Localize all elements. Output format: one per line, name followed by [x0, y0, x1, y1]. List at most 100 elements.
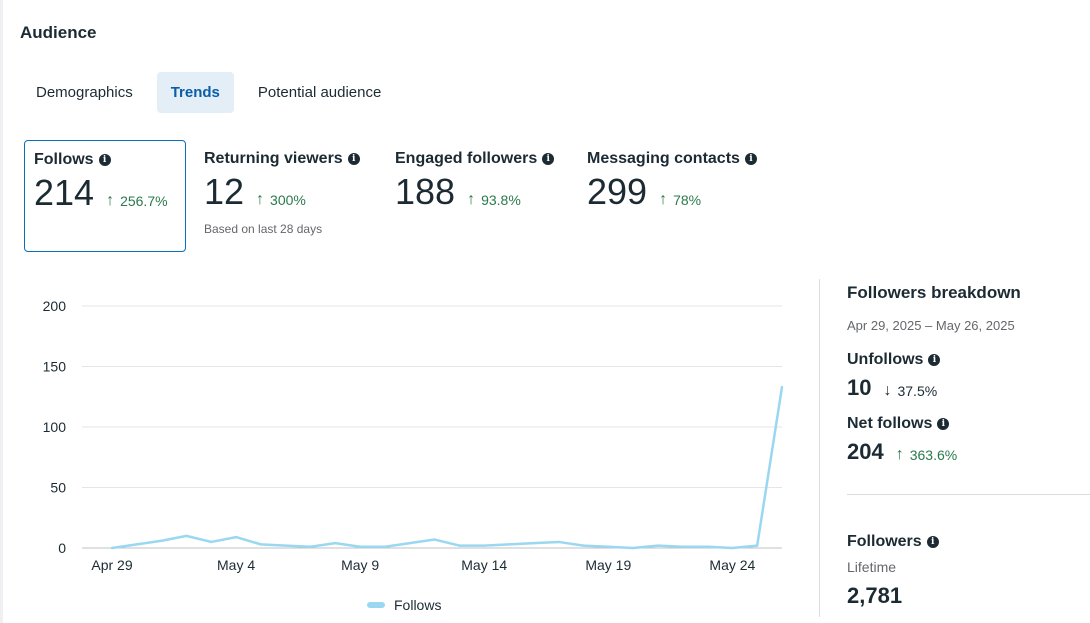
y-tick-label: 150: [43, 359, 67, 375]
data-point: [408, 541, 411, 545]
metric-card-follows[interactable]: Follows i 214 ↑ 256.7%: [24, 140, 186, 252]
arrow-up-icon: ↑: [895, 446, 904, 463]
data-point: [681, 545, 684, 548]
metric-cards: Follows i 214 ↑ 256.7% Returning viewers…: [24, 140, 757, 252]
metric-card-messaging-contacts[interactable]: Messaging contacts i 299 ↑ 78%: [587, 150, 757, 262]
x-tick-label: May 24: [709, 557, 755, 573]
metric-value: 299: [587, 171, 648, 212]
unfollows-label: Unfollows: [847, 351, 924, 368]
data-point: [433, 538, 436, 541]
metric-title: Follows: [34, 151, 94, 168]
breakdown-date-range: Apr 29, 2025 – May 26, 2025: [847, 318, 1015, 333]
metric-card-engaged-followers[interactable]: Engaged followers i 188 ↑ 93.8%: [395, 150, 555, 262]
metric-title: Messaging contacts: [587, 150, 740, 167]
data-point: [234, 535, 238, 539]
net-follows-block: Net follows i 204 ↑ 363.6%: [847, 415, 1090, 465]
info-icon[interactable]: i: [937, 418, 950, 430]
followers-block: Followers i Lifetime 2,781: [847, 533, 939, 609]
followers-label: Followers: [847, 533, 922, 550]
data-point: [631, 546, 635, 550]
breakdown-title: Followers breakdown: [847, 283, 1021, 302]
y-tick-label: 0: [58, 540, 66, 556]
legend-label: Follows: [394, 597, 441, 613]
info-icon[interactable]: i: [744, 153, 757, 165]
metric-change: ↑ 256.7%: [106, 192, 167, 210]
data-point: [358, 545, 362, 548]
unfollows-block: Unfollows i 10 ↓ 37.5%: [847, 351, 1090, 401]
data-point: [334, 541, 337, 545]
data-point: [607, 545, 610, 548]
data-point: [210, 540, 213, 544]
follows-chart-svg: 0 50 100 150 200 Apr 29 May 4 May 9 May 14 May 19…: [43, 298, 784, 613]
metric-change-text: 78%: [673, 192, 702, 208]
data-point: [780, 385, 784, 389]
followers-breakdown-panel: Followers breakdown Apr 29, 2025 – May 2…: [847, 283, 1090, 608]
data-point: [532, 541, 536, 545]
arrow-up-icon: ↑: [467, 191, 476, 208]
net-follows-value: 204: [847, 439, 884, 464]
data-point: [731, 546, 734, 550]
data-point: [185, 534, 188, 538]
metric-value: 12: [204, 171, 245, 212]
info-icon[interactable]: i: [98, 154, 111, 166]
tab-demographics[interactable]: Demographics: [36, 84, 133, 101]
data-point: [458, 544, 461, 547]
x-tick-label: May 14: [461, 557, 507, 573]
info-icon[interactable]: i: [347, 153, 360, 165]
unfollows-value: 10: [847, 375, 872, 400]
legend-swatch: [367, 602, 385, 608]
info-icon[interactable]: i: [928, 354, 941, 366]
data-point: [160, 539, 163, 542]
followers-value: 2,781: [847, 583, 903, 608]
metric-change: ↑ 78%: [659, 191, 701, 209]
tab-bar: Demographics Trends Potential audience: [22, 72, 405, 113]
series-line-follows: [111, 386, 784, 550]
data-point: [309, 545, 312, 548]
data-point: [582, 544, 585, 547]
net-follows-change: ↑ 363.6%: [896, 446, 957, 464]
arrow-up-icon: ↑: [256, 191, 265, 208]
x-tick-label: Apr 29: [91, 557, 132, 573]
metric-value: 188: [395, 171, 456, 212]
data-point: [557, 540, 560, 544]
data-point: [135, 543, 139, 546]
info-icon[interactable]: i: [542, 153, 555, 165]
data-point: [483, 544, 486, 547]
metric-value: 214: [34, 172, 95, 213]
tab-potential-audience[interactable]: Potential audience: [257, 84, 382, 101]
data-point: [706, 545, 709, 548]
y-tick-label: 200: [43, 298, 67, 314]
data-point: [259, 543, 263, 546]
arrow-up-icon: ↑: [659, 191, 668, 208]
metric-note: Based on last 28 days: [204, 222, 323, 236]
data-point: [284, 544, 287, 547]
unfollows-change: ↓ 37.5%: [883, 382, 937, 400]
x-tick-label: May 4: [217, 557, 255, 573]
data-point: [507, 543, 511, 546]
metric-change: ↑ 93.8%: [467, 191, 521, 209]
metric-card-returning-viewers[interactable]: Returning viewers i 12 ↑ 300% Based on l…: [204, 150, 360, 262]
unfollows-change-text: 37.5%: [897, 383, 938, 399]
data-point: [383, 545, 387, 548]
y-tick-label: 50: [50, 480, 66, 496]
x-tick-label: May 9: [341, 557, 379, 573]
vertical-divider: [819, 279, 820, 617]
metric-change: ↑ 300%: [256, 191, 306, 209]
data-point: [110, 546, 114, 550]
tab-trends[interactable]: Trends: [156, 72, 234, 113]
metric-title: Engaged followers: [395, 150, 538, 167]
metric-change-text: 256.7%: [120, 193, 168, 209]
data-point: [755, 544, 759, 547]
metric-change-text: 300%: [270, 192, 306, 208]
net-follows-change-text: 363.6%: [909, 447, 958, 463]
followers-sublabel: Lifetime: [847, 559, 897, 575]
x-tick-label: May 19: [585, 557, 631, 573]
info-icon[interactable]: i: [926, 536, 939, 548]
arrow-down-icon: ↓: [883, 382, 892, 399]
data-point: [656, 544, 660, 547]
breakdown-divider: [847, 494, 1090, 495]
metric-change-text: 93.8%: [481, 192, 521, 208]
net-follows-label: Net follows: [847, 415, 933, 432]
arrow-up-icon: ↑: [106, 192, 115, 209]
y-tick-label: 100: [43, 419, 67, 435]
